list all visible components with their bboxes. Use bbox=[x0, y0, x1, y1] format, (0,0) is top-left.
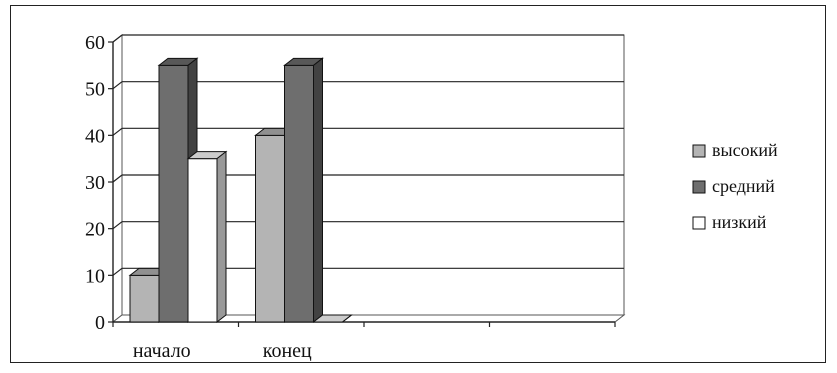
bar-front bbox=[255, 134, 285, 323]
bar-низкий-конец bbox=[312, 314, 353, 323]
y-tick-label: 30 bbox=[85, 172, 105, 194]
y-tick-labels: 0 10 20 30 40 50 60 bbox=[85, 32, 105, 334]
gridline-side bbox=[112, 174, 123, 183]
legend-swatch-средний bbox=[692, 180, 706, 194]
chart-border bbox=[10, 5, 826, 363]
bar-front bbox=[158, 64, 189, 323]
y-tick-label: 20 bbox=[85, 219, 105, 241]
legend-label-низкий: низкий bbox=[712, 212, 767, 232]
gridline-side bbox=[112, 267, 123, 276]
legend-label-средний: средний bbox=[712, 176, 775, 196]
y-tick-label: 0 bbox=[95, 312, 105, 334]
bars bbox=[128, 57, 353, 324]
gridline-side bbox=[112, 221, 123, 230]
gridline-side bbox=[112, 34, 123, 43]
bar-side bbox=[342, 314, 352, 323]
x-tick-label: начало bbox=[133, 340, 191, 362]
gridline-side bbox=[112, 127, 123, 136]
bar-side bbox=[313, 57, 323, 324]
bar-front bbox=[187, 158, 218, 323]
bar-средний-конец bbox=[283, 57, 324, 324]
legend-swatch-низкий bbox=[692, 216, 706, 230]
legend: высокий средний низкий bbox=[692, 140, 778, 232]
y-tick-label: 10 bbox=[85, 265, 105, 287]
legend-label-высокий: высокий bbox=[712, 140, 778, 160]
bar-front bbox=[129, 274, 160, 323]
x-tick-label: конец bbox=[263, 340, 312, 362]
bar-side bbox=[216, 150, 227, 324]
y-tick-label: 60 bbox=[85, 32, 105, 54]
bar-низкий-начало bbox=[186, 150, 228, 324]
y-tick-label: 50 bbox=[85, 79, 105, 101]
gridline-side bbox=[112, 81, 123, 90]
x-tick-labels: начало конец bbox=[133, 340, 312, 362]
bar-front bbox=[284, 64, 314, 323]
y-tick-label: 40 bbox=[85, 125, 105, 147]
legend-swatch-высокий bbox=[692, 144, 706, 158]
